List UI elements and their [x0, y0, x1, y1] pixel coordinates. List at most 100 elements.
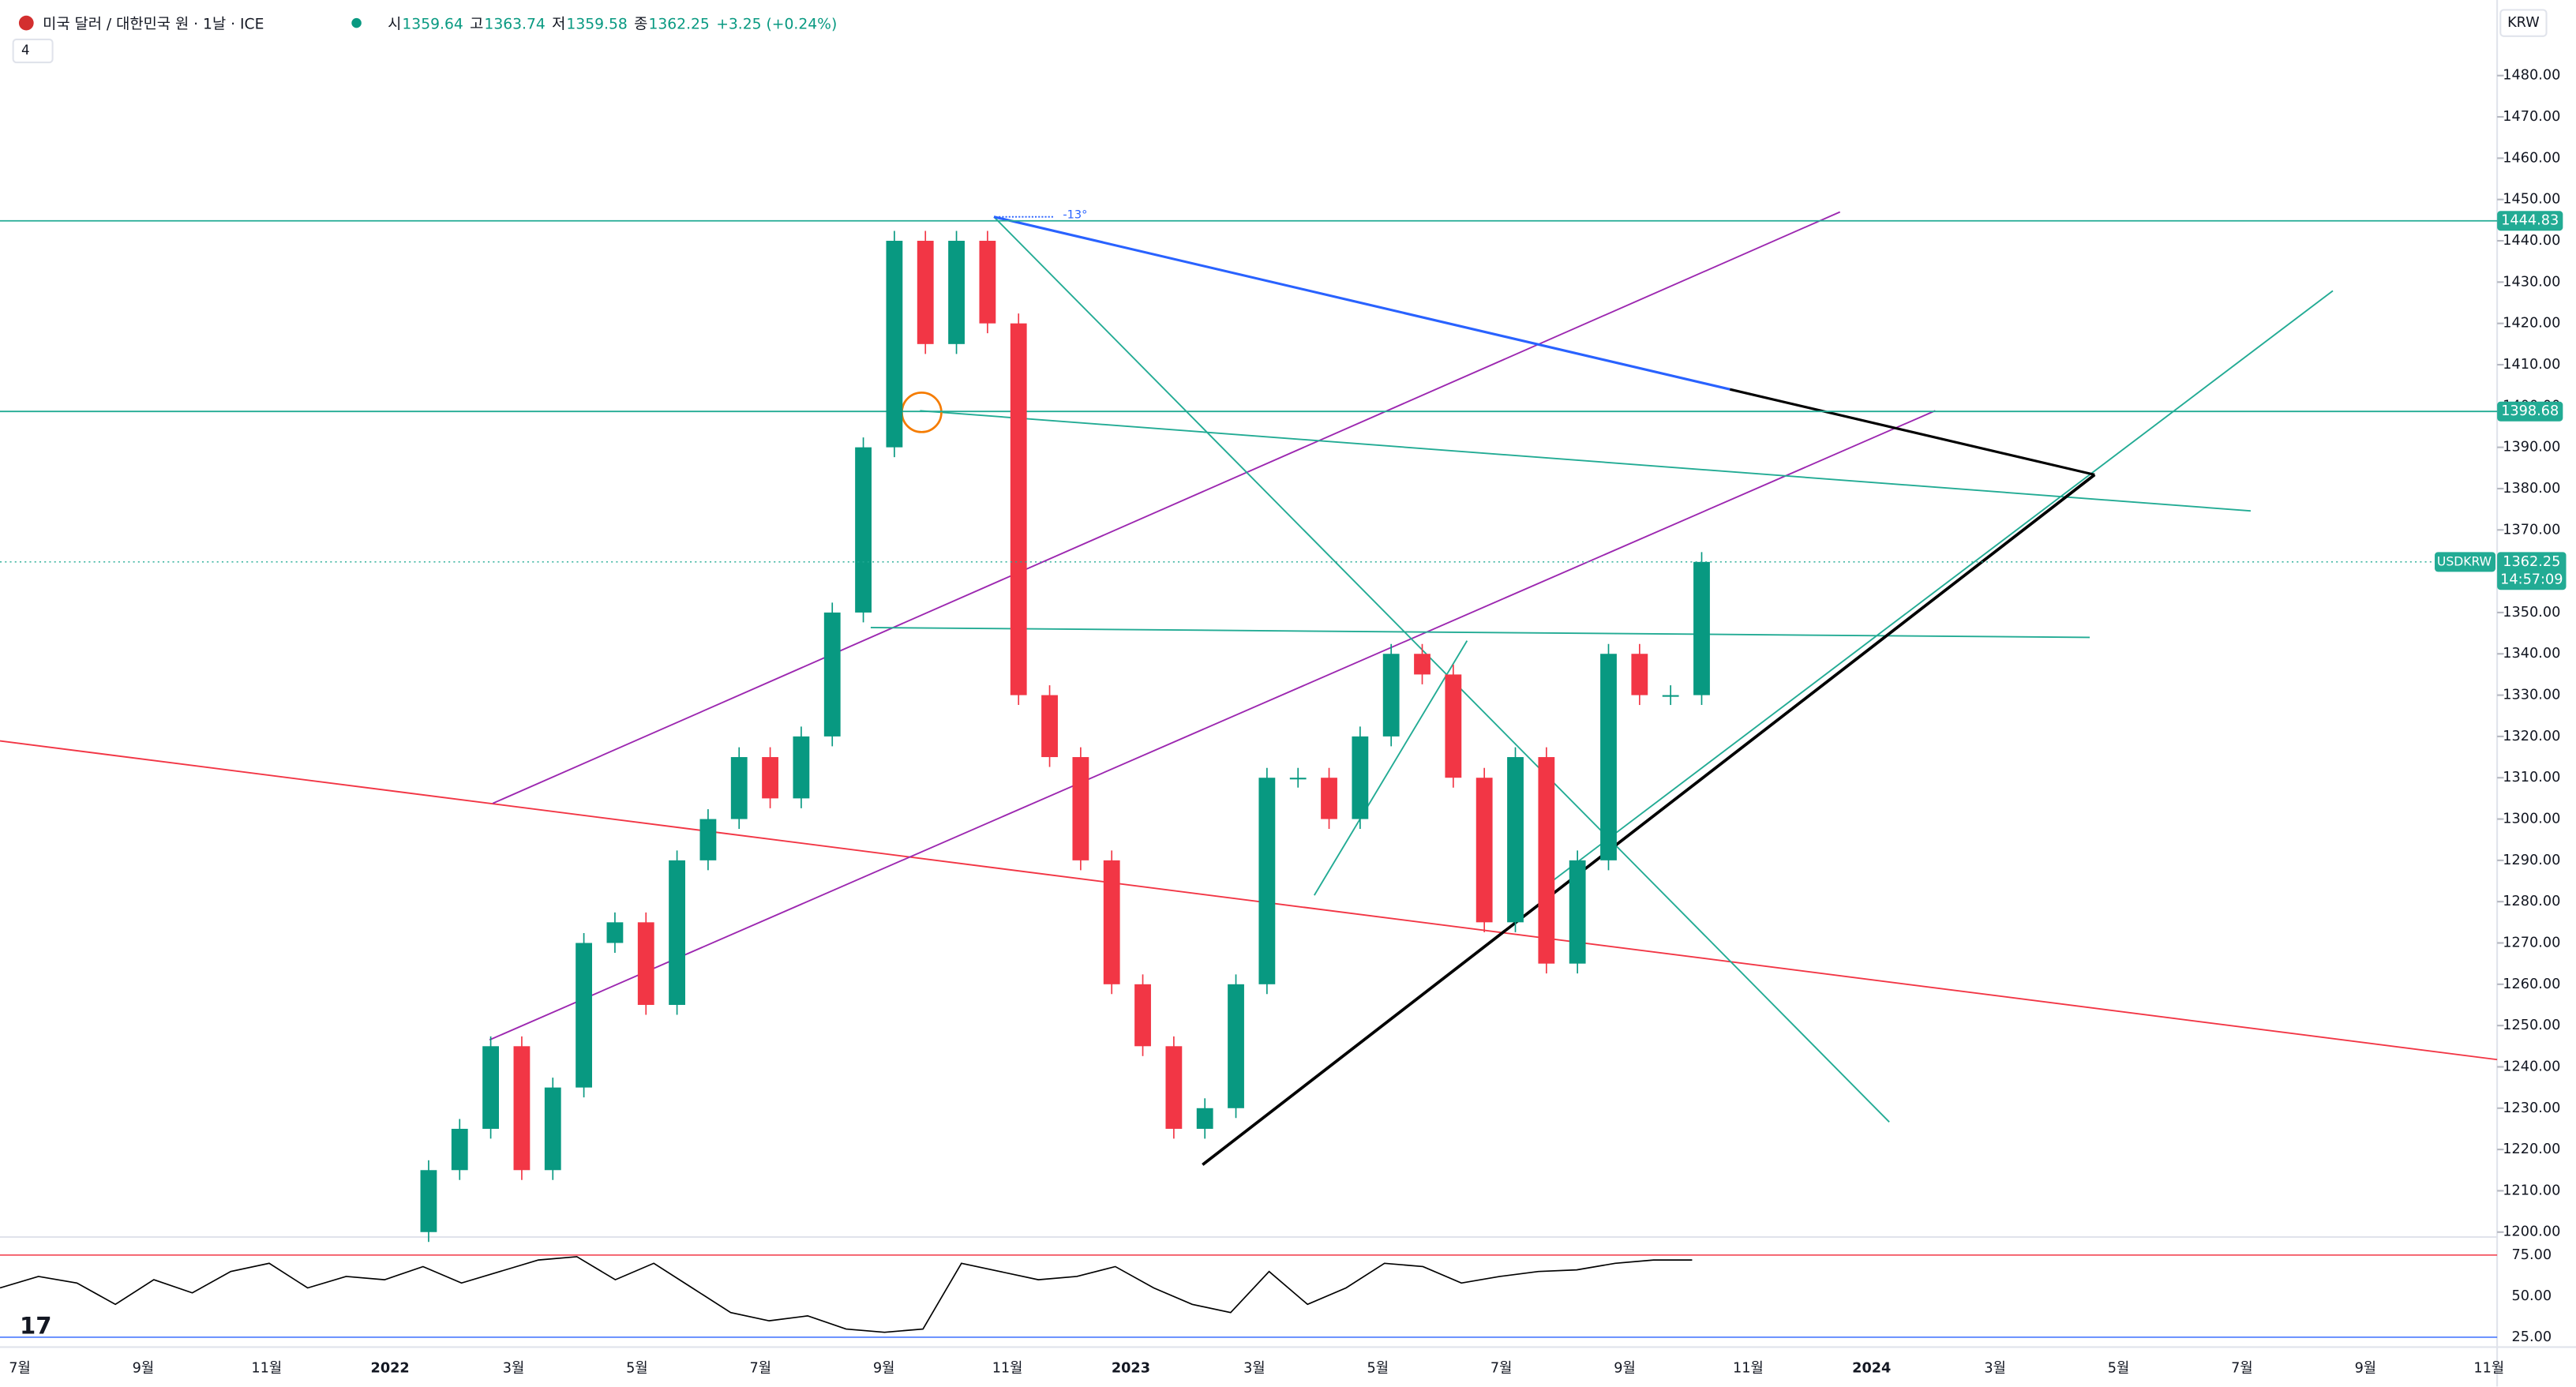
time-tick-label: 11월 [2473, 1359, 2504, 1376]
channel-line[interactable] [492, 211, 1841, 804]
price-tick-label: 1270.00 [2503, 935, 2560, 950]
price-tick-label: 1230.00 [2503, 1100, 2560, 1116]
candle [1538, 757, 1555, 964]
time-tick-label: 5월 [626, 1359, 648, 1376]
price-tick-label: 1220.00 [2503, 1141, 2560, 1157]
candle [1382, 654, 1400, 737]
price-tick-label: 1280.00 [2503, 894, 2560, 909]
candle [1165, 1046, 1183, 1129]
indicator-count[interactable]: 4 [21, 43, 30, 58]
trend-line[interactable] [1313, 640, 1468, 896]
price-tick-label: 1300.00 [2503, 812, 2560, 827]
trend-line[interactable] [0, 740, 2498, 1061]
candle [762, 757, 778, 799]
time-tick-label: 7월 [750, 1359, 772, 1376]
currency-button[interactable] [2499, 9, 2548, 37]
indicators-toggle[interactable] [12, 38, 54, 64]
candle [1228, 984, 1244, 1108]
angle-label: -13° [1063, 208, 1087, 222]
price-tick-label: 1480.00 [2503, 68, 2560, 84]
candle [948, 241, 965, 344]
candle [513, 1046, 531, 1171]
candle [669, 860, 685, 1005]
candle [1352, 736, 1369, 819]
level-tag [2497, 211, 2563, 231]
ohlc-c: 1362.25 [648, 17, 709, 33]
candle [1134, 984, 1151, 1047]
candle [1072, 757, 1089, 860]
candle [1631, 654, 1648, 695]
time-tick-label: 3월 [1984, 1359, 2006, 1376]
candle [979, 241, 996, 324]
candle [730, 757, 748, 819]
candle [482, 1046, 499, 1129]
time-tick-label: 9월 [133, 1359, 155, 1376]
time-tick-label: 11월 [251, 1359, 282, 1376]
level-tag-label: 1398.68 [2501, 403, 2559, 419]
ohlc-c-label: 종 [634, 17, 647, 33]
ohlc-change: +3.25 (+0.24%) [716, 17, 837, 33]
candle [1507, 757, 1524, 923]
trend-line[interactable] [1543, 290, 2334, 888]
level-tag [2497, 401, 2563, 422]
ohlc-h: 1363.74 [484, 17, 545, 33]
time-tick-label: 2022 [371, 1360, 410, 1376]
price-tick-label: 1430.00 [2503, 274, 2560, 290]
trend-line[interactable] [1202, 473, 2096, 1166]
candle [1475, 778, 1493, 923]
candle [855, 447, 872, 613]
time-tick-label: 3월 [1243, 1359, 1266, 1376]
price-tick-label: 1420.00 [2503, 316, 2560, 332]
price-tick-label: 1200.00 [2503, 1224, 2560, 1240]
time-tick-label: 5월 [1367, 1359, 1389, 1376]
rsi-tick-label: 25.00 [2512, 1329, 2552, 1345]
candle [793, 736, 810, 799]
candle [1289, 778, 1307, 780]
price-tick-label: 1370.00 [2503, 522, 2560, 538]
candle [606, 922, 624, 943]
ohlc-h-label: 고 [470, 17, 483, 33]
candle [1196, 1108, 1213, 1129]
price-tick-label: 1470.00 [2503, 109, 2560, 125]
price-tick-label: 1320.00 [2503, 729, 2560, 744]
price-tick-label: 1390.00 [2503, 440, 2560, 455]
flag-icon [18, 15, 34, 31]
price-tick-label: 1380.00 [2503, 481, 2560, 497]
channel-line[interactable] [489, 410, 1936, 1041]
candle [1321, 778, 1337, 819]
time-tick-label: 9월 [2355, 1359, 2377, 1376]
level-tag-label: 1444.83 [2501, 213, 2559, 229]
time-tick-label: 3월 [503, 1359, 525, 1376]
price-tick-label: 1340.00 [2503, 646, 2560, 662]
rsi-tick-label: 50.00 [2512, 1288, 2552, 1304]
price-tick-label: 1350.00 [2503, 605, 2560, 620]
countdown: 14:57:09 [2500, 572, 2563, 588]
symbol-title[interactable]: 미국 달러 / 대한민국 원 · 1날 · ICE [43, 17, 264, 33]
candle [1010, 323, 1027, 695]
symbol-tag [2435, 552, 2496, 572]
trend-line[interactable] [993, 216, 1890, 1123]
candle [823, 612, 841, 737]
time-tick-label: 7월 [1490, 1359, 1513, 1376]
time-tick-label: 11월 [992, 1359, 1023, 1376]
currency[interactable]: KRW [2507, 15, 2540, 31]
candle [1693, 561, 1710, 695]
candle [420, 1170, 437, 1232]
trend-line[interactable] [920, 410, 2252, 512]
time-tick-label: 11월 [1733, 1359, 1764, 1376]
status-dot [351, 17, 362, 28]
time-tick-label: 9월 [1614, 1359, 1636, 1376]
ohlc-o: 1359.64 [402, 17, 463, 33]
price-tick-label: 1460.00 [2503, 150, 2560, 166]
price-tick-label: 1250.00 [2503, 1018, 2560, 1033]
candle [1414, 654, 1430, 675]
trend-line[interactable] [993, 216, 1730, 391]
time-tick-label: 9월 [873, 1359, 895, 1376]
time-tick-label: 5월 [2108, 1359, 2130, 1376]
trend-line[interactable] [1729, 388, 2095, 476]
rsi-line [0, 1256, 1693, 1333]
time-tick-label: 7월 [2231, 1359, 2253, 1376]
candle [886, 241, 903, 448]
